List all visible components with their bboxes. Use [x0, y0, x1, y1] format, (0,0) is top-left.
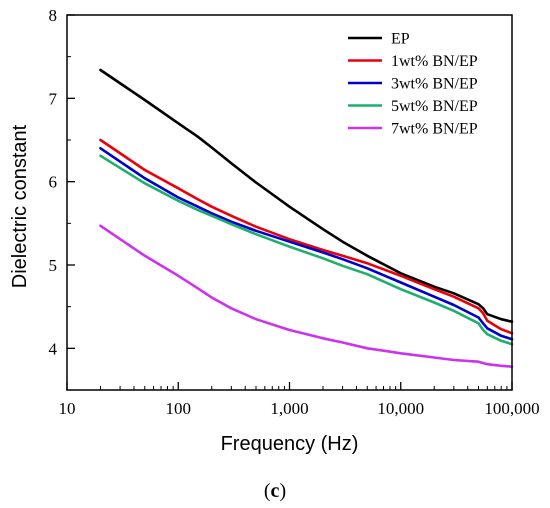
x-axis-title: Frequency (Hz)	[221, 433, 359, 455]
x-tick-label: 10	[59, 399, 76, 418]
x-tick-label: 1,000	[270, 399, 308, 418]
x-tick-label: 10,000	[377, 399, 424, 418]
series-line-4	[99, 154, 514, 346]
series-line-2	[99, 138, 514, 335]
legend-entry-5: 7wt% BN/EP	[391, 121, 478, 138]
x-tick-label: 100,000	[484, 399, 539, 418]
y-tick-label: 8	[49, 6, 58, 25]
y-tick-label: 5	[49, 256, 58, 275]
panel-label-close: )	[279, 480, 286, 502]
series-line-5	[99, 224, 514, 369]
legend: EP 1wt% BN/EP 3wt% BN/EP 5wt% BN/EP 7wt% BN/…	[348, 31, 478, 138]
series-layer	[99, 68, 514, 369]
y-tick-label: 6	[49, 173, 58, 192]
ticks-layer: 10 100 1,000 10,000 100,000 4 5 6 7 8	[49, 6, 540, 418]
y-axis-title: Dielectric constant	[9, 124, 31, 288]
panel-label-open: (	[264, 480, 271, 502]
legend-entry-1: EP	[391, 31, 410, 48]
legend-entry-2: 1wt% BN/EP	[391, 53, 478, 70]
panel-label-letter: c	[271, 480, 280, 502]
series-line-1	[99, 68, 514, 324]
legend-entry-3: 3wt% BN/EP	[391, 76, 478, 93]
legend-entry-4: 5wt% BN/EP	[391, 98, 478, 115]
y-tick-label: 4	[49, 339, 58, 358]
plot-frame	[66, 14, 513, 391]
y-tick-label: 7	[49, 89, 58, 108]
panel-label: (c)	[264, 480, 286, 502]
series-line-3	[99, 147, 514, 341]
x-tick-label: 100	[166, 399, 192, 418]
